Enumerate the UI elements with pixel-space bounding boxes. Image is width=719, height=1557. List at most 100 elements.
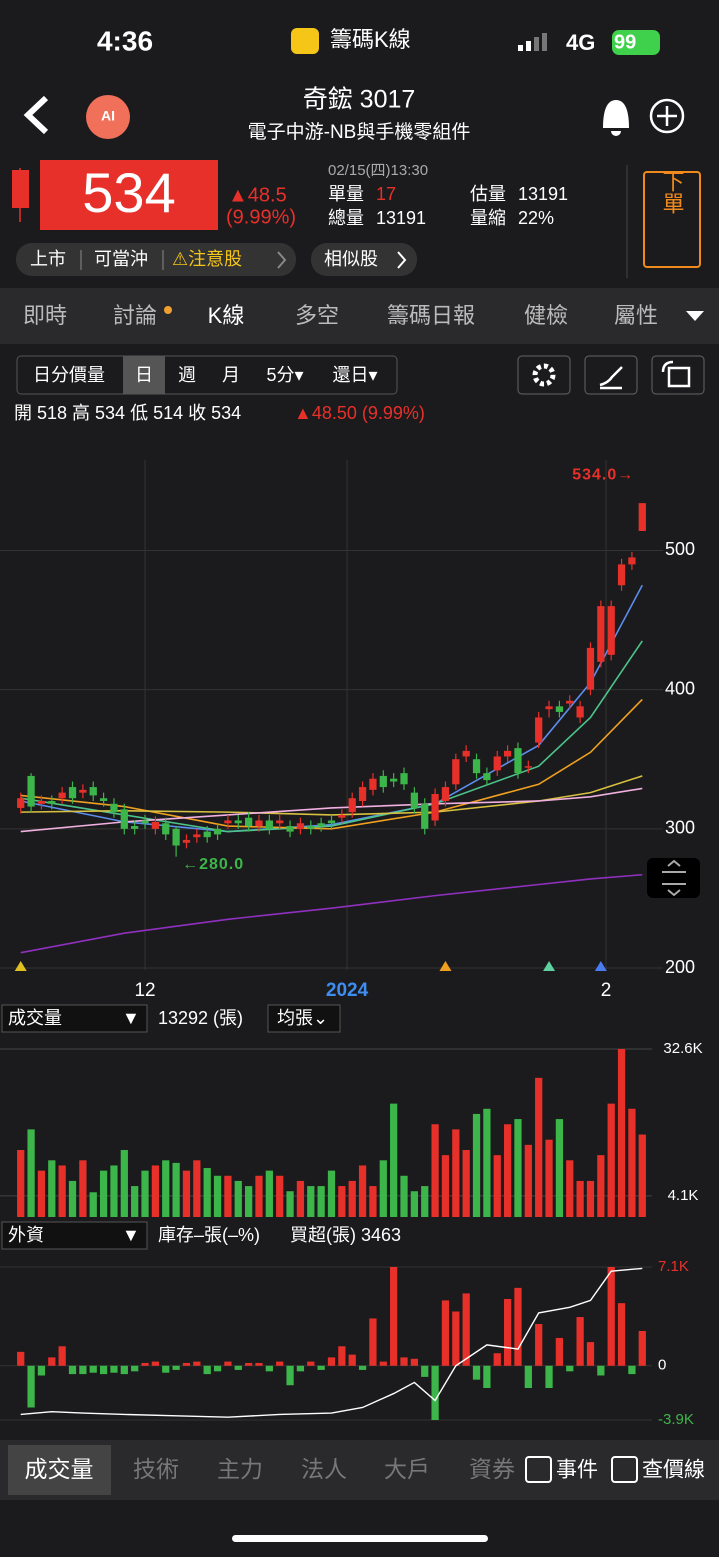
- rotate-button[interactable]: [651, 355, 705, 395]
- candle-body: [182, 839, 191, 843]
- candle-body: [369, 778, 377, 790]
- bottom-tab[interactable]: 主力: [217, 1456, 263, 1482]
- similar-pill[interactable]: [311, 243, 417, 276]
- y-tick-label: 400: [665, 678, 695, 698]
- bottom-bar: [0, 1440, 719, 1500]
- selector-label: 成交量: [8, 1008, 62, 1028]
- bottom-tab[interactable]: 成交量: [25, 1456, 94, 1482]
- period[interactable]: 月: [222, 365, 240, 385]
- draw-button[interactable]: [584, 355, 638, 395]
- event-marker[interactable]: [14, 961, 27, 971]
- volume-bar: [462, 1150, 470, 1217]
- bottom-tab[interactable]: 資券: [469, 1456, 515, 1482]
- period[interactable]: 日分價量: [33, 365, 105, 385]
- settings-button[interactable]: [517, 355, 571, 395]
- candle-body: [68, 787, 77, 799]
- value: 17: [376, 184, 396, 204]
- candle-body: [493, 756, 501, 771]
- home-indicator: [232, 1535, 488, 1542]
- foreign-bar: [410, 1358, 419, 1366]
- foreign-bar: [265, 1365, 273, 1372]
- foreign-bar: [524, 1365, 532, 1389]
- app-icon: [291, 28, 319, 54]
- volume-bar: [514, 1119, 522, 1217]
- candle-body: [348, 798, 356, 813]
- volume-bar: [535, 1077, 543, 1217]
- volume-selector[interactable]: [1, 1004, 148, 1033]
- candle-body: [338, 814, 346, 818]
- annotation: 534.0→: [572, 466, 634, 483]
- period[interactable]: 日: [135, 365, 153, 385]
- chevron: [277, 251, 287, 269]
- tag-pill[interactable]: [16, 243, 296, 276]
- ohlc-change: ▲48.50 (9.99%): [294, 403, 425, 423]
- candle-body: [110, 803, 118, 813]
- candle-body: [441, 787, 450, 801]
- y-tick-label: 300: [665, 818, 695, 838]
- volume-bar: [379, 1160, 387, 1217]
- y-tick-label: 7.1K: [658, 1258, 689, 1275]
- foreign-bar: [390, 1267, 398, 1366]
- volume-bar: [255, 1175, 263, 1217]
- signal: [518, 33, 547, 51]
- foreign-selector[interactable]: [1, 1221, 148, 1250]
- foreign-bar: [110, 1365, 118, 1373]
- bottom-tab[interactable]: 技術: [133, 1456, 179, 1482]
- tab-menu[interactable]: [686, 311, 704, 321]
- order-label: 下單: [660, 170, 685, 214]
- foreign-bar: [555, 1337, 564, 1366]
- selector-arrow: ▼: [122, 1225, 140, 1245]
- candle-body: [524, 766, 532, 768]
- tab[interactable]: 多空: [295, 303, 339, 328]
- volume-bar: [224, 1175, 232, 1217]
- candle-body: [545, 706, 553, 710]
- candle-body: [265, 820, 273, 829]
- foreign-bar: [358, 1365, 367, 1370]
- foreign-bar: [493, 1353, 501, 1366]
- tab[interactable]: 籌碼日報: [387, 303, 475, 328]
- volume-bar: [141, 1170, 149, 1217]
- tab[interactable]: 即時: [23, 303, 67, 328]
- avg-label: 均張⌄: [277, 1008, 328, 1028]
- volume-bar: [172, 1162, 180, 1217]
- candle-body: [151, 821, 160, 829]
- tab[interactable]: 屬性: [614, 303, 658, 328]
- period[interactable]: 5分▾: [266, 365, 303, 385]
- event-marker[interactable]: [543, 961, 556, 971]
- order-button[interactable]: [643, 171, 701, 268]
- fold-button[interactable]: [647, 858, 700, 898]
- volume-bar: [369, 1186, 377, 1217]
- bottom-tab[interactable]: 法人: [301, 1456, 347, 1482]
- tab[interactable]: 討論: [113, 303, 157, 328]
- foreign-bar: [617, 1303, 626, 1366]
- bell-button[interactable]: [603, 100, 629, 136]
- tag: 相似股: [324, 249, 378, 269]
- checkbox[interactable]: [525, 1456, 552, 1483]
- candle-body: [421, 803, 429, 829]
- candle-body: [483, 773, 491, 781]
- foreign-bar: [576, 1317, 584, 1366]
- period[interactable]: 週: [178, 365, 196, 385]
- add-button[interactable]: [649, 98, 685, 134]
- avg-button[interactable]: [267, 1004, 341, 1033]
- checkbox[interactable]: [611, 1456, 638, 1483]
- bottom-tab[interactable]: 大戶: [384, 1456, 430, 1482]
- event-marker[interactable]: [439, 961, 452, 971]
- tag-divider: [80, 250, 164, 270]
- period[interactable]: 還日▾: [332, 365, 377, 385]
- foreign-bar: [244, 1362, 253, 1366]
- selector-label: 外資: [8, 1225, 44, 1245]
- volume-bar: [286, 1191, 294, 1217]
- volume-bar: [441, 1155, 450, 1217]
- foreign-bar: [89, 1365, 97, 1373]
- foreign-bar: [48, 1357, 56, 1366]
- volume-value: 13292 (張): [158, 1008, 243, 1028]
- ai-icon[interactable]: [86, 95, 130, 139]
- selector-arrow: ▼: [122, 1008, 140, 1028]
- tab[interactable]: K線: [208, 303, 245, 328]
- tab[interactable]: 健檢: [524, 303, 568, 328]
- event-marker[interactable]: [594, 961, 607, 971]
- label: 量縮: [470, 208, 506, 228]
- back-button[interactable]: [23, 95, 49, 135]
